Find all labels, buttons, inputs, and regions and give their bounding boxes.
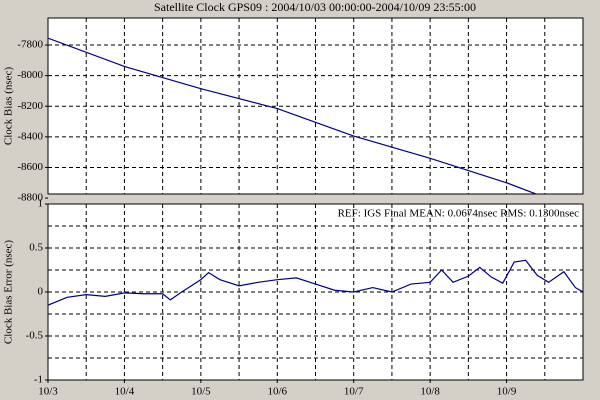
y-tick-label: -8200 [17,100,43,112]
data-line [48,37,538,194]
y-tick-label: 0 [38,286,44,298]
y-axis-label: Clock Bias (nsec) [3,67,15,146]
y-tick-label: -1 [34,374,43,386]
x-tick-label: 10/5 [191,386,211,398]
chart-title: Satellite Clock GPS09 : 2004/10/03 00:00… [154,0,476,14]
x-tick-label: 10/3 [38,386,58,398]
y-axis-label: Clock Bias Error (nsec) [3,240,15,344]
y-tick-label: 0.5 [29,242,43,254]
y-tick-label: 1 [38,198,44,210]
y-tick-label: -8800 [17,192,43,204]
y-tick-label: -8400 [17,130,43,142]
annotation: REF: IGS Final MEAN: 0.0674nsec RMS: 0.1… [338,208,580,220]
y-tick-label: -7800 [17,39,43,51]
y-tick-label: -0.5 [26,330,44,342]
x-tick-label: 10/9 [497,386,517,398]
x-tick-label: 10/8 [420,386,440,398]
y-tick-label: -8000 [17,69,43,81]
x-tick-label: 10/4 [115,386,135,398]
y-tick-label: -8600 [17,161,43,173]
x-tick-label: 10/7 [344,386,364,398]
data-line [48,259,583,306]
x-tick-label: 10/6 [268,386,288,398]
